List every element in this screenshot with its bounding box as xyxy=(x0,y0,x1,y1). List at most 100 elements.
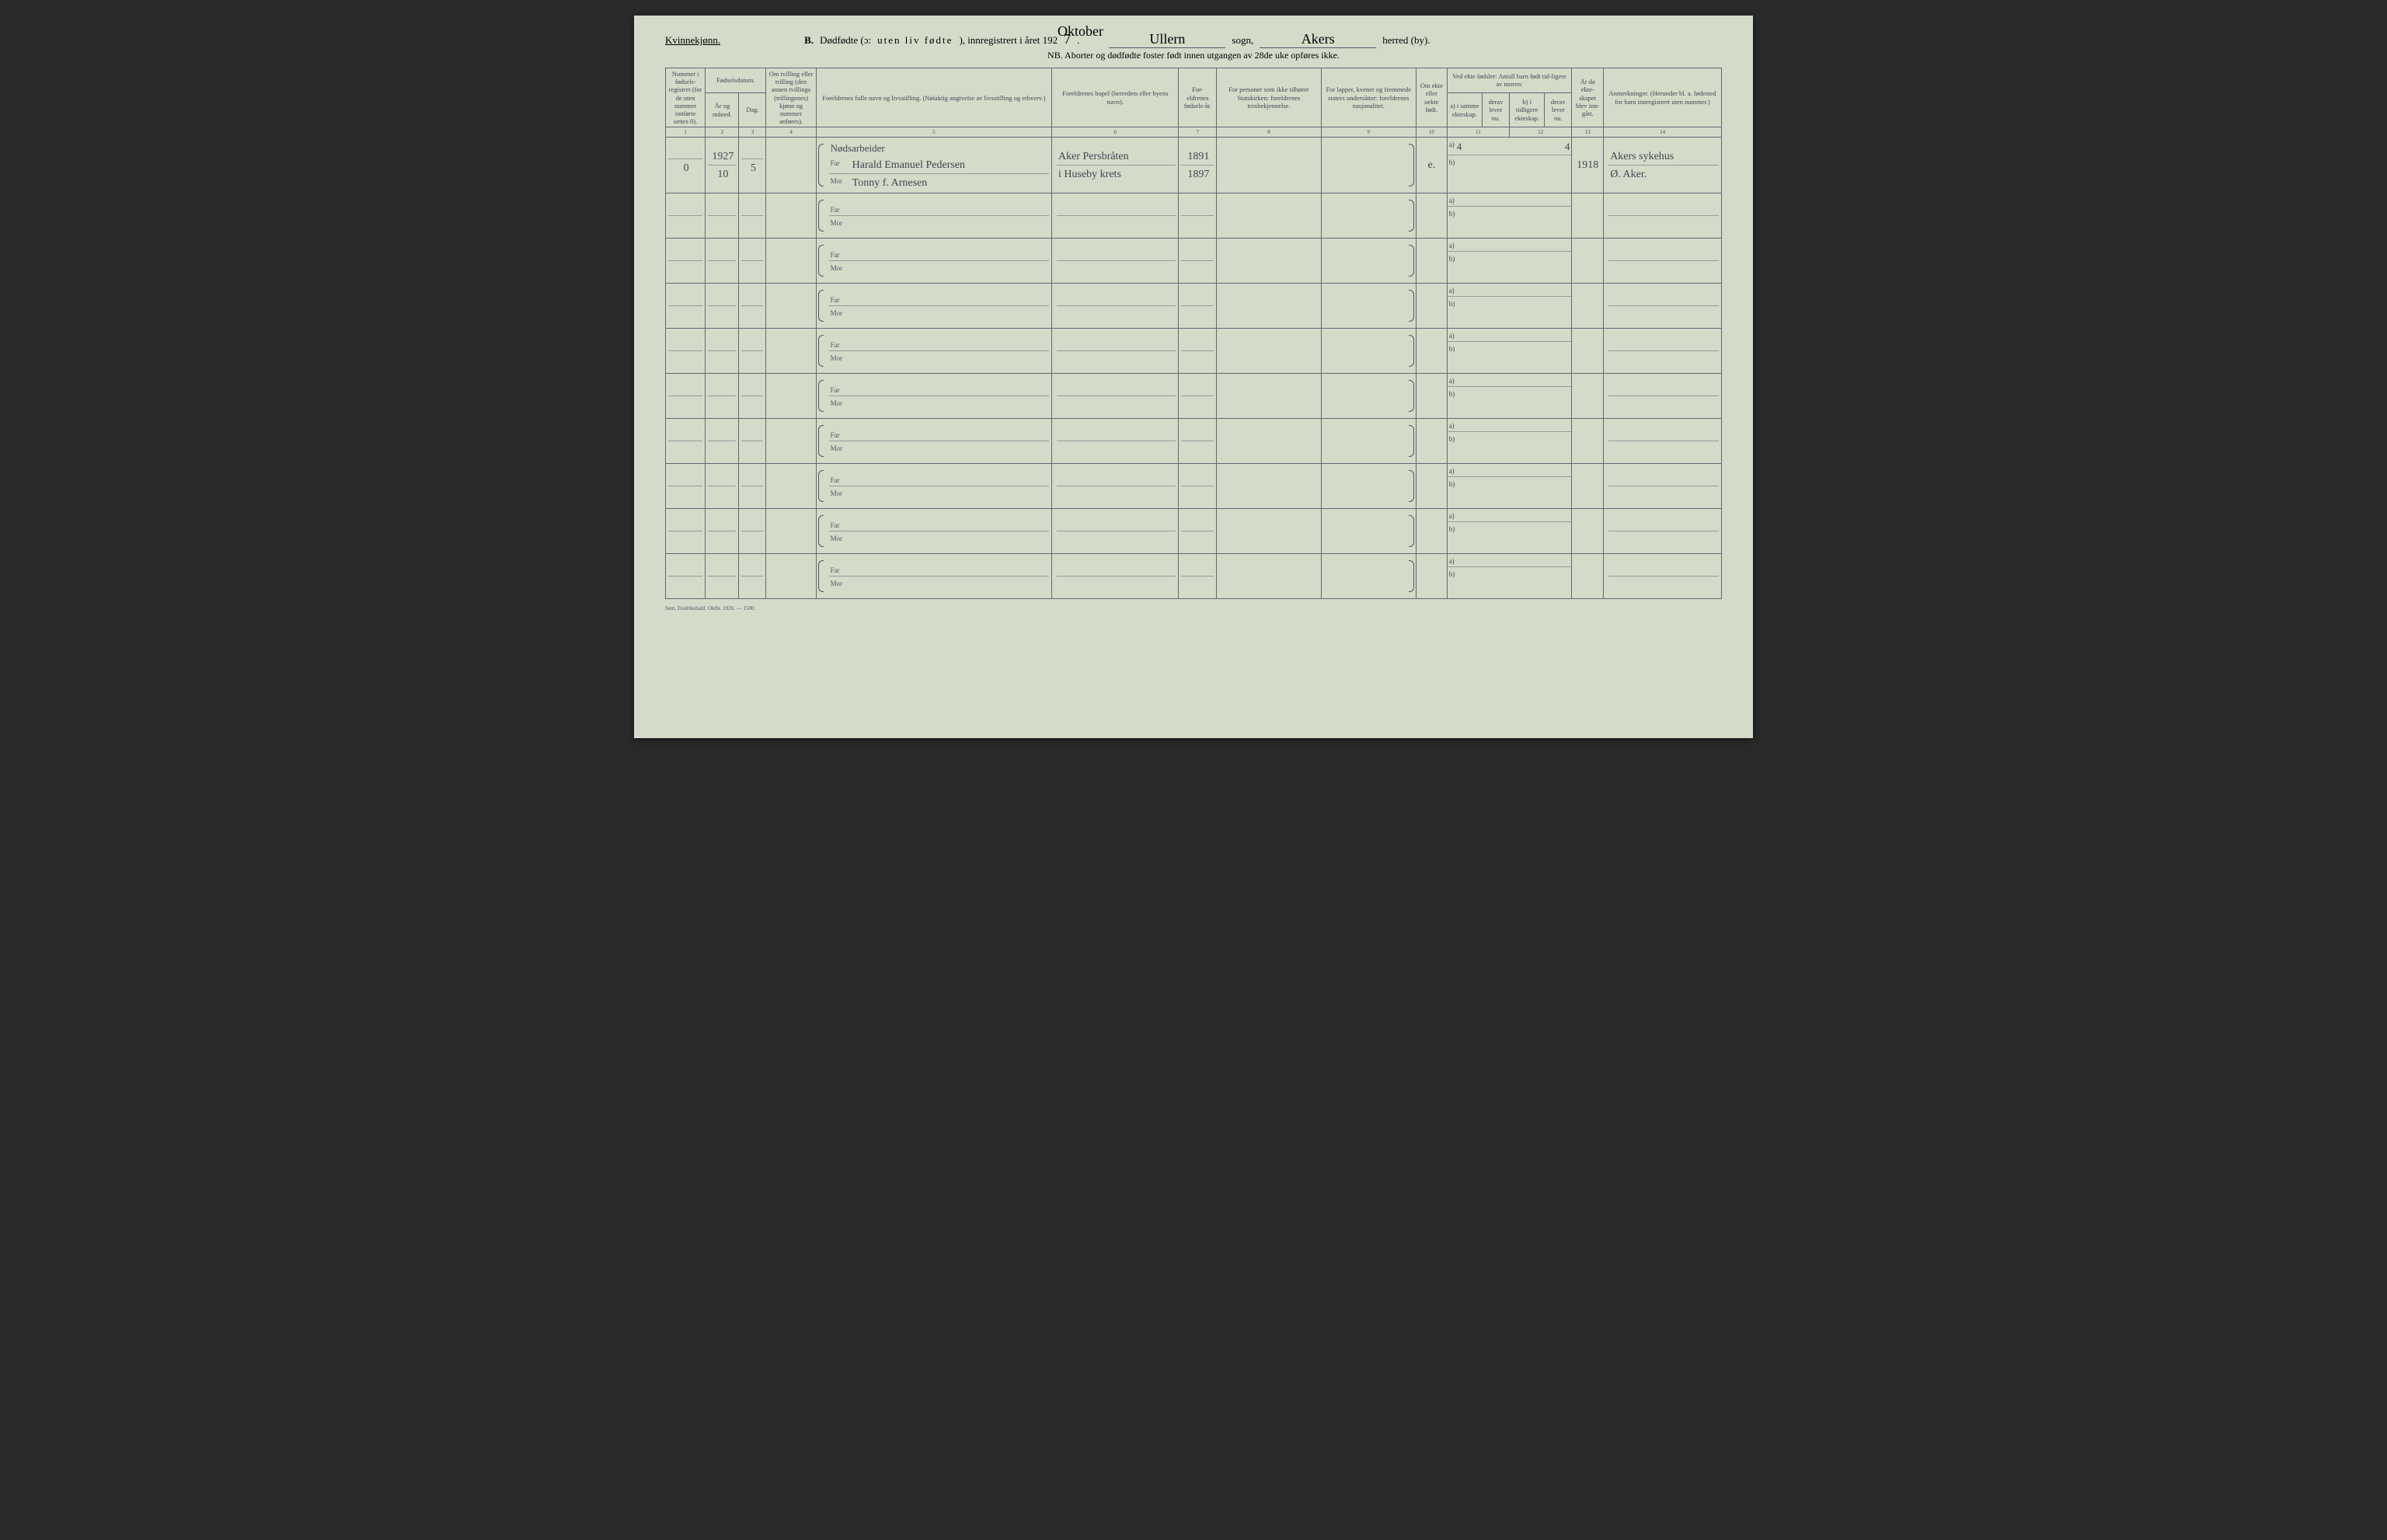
cell-nationality xyxy=(1321,509,1417,554)
cell-religion xyxy=(1217,329,1321,374)
cell-remarks xyxy=(1604,464,1722,509)
colnum: 10 xyxy=(1417,127,1448,138)
cell-twin xyxy=(766,329,816,374)
cell-year-month xyxy=(706,464,739,509)
cell-marriage-year xyxy=(1572,419,1604,464)
cell-num xyxy=(666,239,706,284)
table-row: Far Mor a) b) xyxy=(666,509,1722,554)
cell-parent-birth-years xyxy=(1179,509,1217,554)
cell-children-a: a) b) xyxy=(1447,284,1572,329)
cell-twin xyxy=(766,509,816,554)
cell-parent-birth-years xyxy=(1179,419,1217,464)
col-2a-header: År og måned. xyxy=(706,92,739,127)
col-14-header: Anmerkninger. (Herunder bl. a. fødested … xyxy=(1604,68,1722,127)
colnum: 8 xyxy=(1217,127,1321,138)
table-row: Far Mor a) b) xyxy=(666,554,1722,599)
col-2-group-header: Fødselsdatum. xyxy=(706,68,766,93)
cell-residence xyxy=(1052,239,1179,284)
cell-nationality xyxy=(1321,193,1417,239)
cell-parent-birth-years: 18911897 xyxy=(1179,138,1217,193)
cell-year-month xyxy=(706,554,739,599)
cell-year-month xyxy=(706,374,739,419)
cell-parents-names: Far Mor xyxy=(816,329,1051,374)
cell-day xyxy=(739,329,766,374)
cell-year-month xyxy=(706,419,739,464)
colnum: 4 xyxy=(766,127,816,138)
cell-year-month xyxy=(706,329,739,374)
colnum: 1 xyxy=(666,127,706,138)
cell-parents-names: Far Mor xyxy=(816,464,1051,509)
table-row: Far Mor a) b) xyxy=(666,419,1722,464)
cell-nationality xyxy=(1321,138,1417,193)
cell-ekte xyxy=(1417,554,1448,599)
cell-children-a: a)44 b) xyxy=(1447,138,1572,193)
table-row: Far Mor a) b) xyxy=(666,464,1722,509)
cell-nationality xyxy=(1321,464,1417,509)
col-8-header: For personer som ikke tilhører Statskirk… xyxy=(1217,68,1321,127)
cell-num xyxy=(666,419,706,464)
colnum: 3 xyxy=(739,127,766,138)
table-row: Far Mor a) b) xyxy=(666,329,1722,374)
cell-day xyxy=(739,239,766,284)
col-13-header: År da ekte-skapet blev inn-gått. xyxy=(1572,68,1604,127)
cell-parent-birth-years xyxy=(1179,239,1217,284)
colnum: 12 xyxy=(1510,127,1572,138)
cell-ekte xyxy=(1417,419,1448,464)
colnum: 13 xyxy=(1572,127,1604,138)
table-row: Far Mor a) b) xyxy=(666,239,1722,284)
cell-residence xyxy=(1052,374,1179,419)
col-11c-header: b) i tidligere ekteskap. xyxy=(1510,92,1545,127)
cell-year-month xyxy=(706,284,739,329)
cell-num xyxy=(666,329,706,374)
cell-marriage-year xyxy=(1572,239,1604,284)
col-6-header: Foreldrenes bopel (herredets eller byens… xyxy=(1052,68,1179,127)
cell-year-month xyxy=(706,193,739,239)
colnum: 11 xyxy=(1447,127,1509,138)
col-4-header: Om tvilling eller trilling (den annen tv… xyxy=(766,68,816,127)
cell-twin xyxy=(766,554,816,599)
register-table: Nummer i fødsels-registret (for de uten … xyxy=(665,68,1722,599)
cell-parents-names: Far Mor xyxy=(816,374,1051,419)
cell-remarks: Akers sykehus Ø. Aker. xyxy=(1604,138,1722,193)
cell-twin xyxy=(766,239,816,284)
column-number-row: 1 2 3 4 5 6 7 8 9 10 11 12 13 14 xyxy=(666,127,1722,138)
cell-parent-birth-years xyxy=(1179,193,1217,239)
cell-nationality xyxy=(1321,329,1417,374)
cell-residence: Aker Persbråten i Huseby krets xyxy=(1052,138,1179,193)
cell-num xyxy=(666,284,706,329)
col-1-header: Nummer i fødsels-registret (for de uten … xyxy=(666,68,706,127)
cell-parent-birth-years xyxy=(1179,329,1217,374)
col-7-header: For-eldrenes fødsels-år. xyxy=(1179,68,1217,127)
colnum: 14 xyxy=(1604,127,1722,138)
cell-ekte xyxy=(1417,193,1448,239)
cell-num xyxy=(666,374,706,419)
table-row: Far Mor a) b) xyxy=(666,284,1722,329)
col-11a-header: a) i samme ekteskap. xyxy=(1447,92,1482,127)
cell-twin xyxy=(766,193,816,239)
table-header: Nummer i fødsels-registret (for de uten … xyxy=(666,68,1722,138)
cell-remarks xyxy=(1604,239,1722,284)
cell-num: 0 xyxy=(666,138,706,193)
table-row: 0 192710 5 Nødsarbeider FarHarald Emanue… xyxy=(666,138,1722,193)
table-body: 0 192710 5 Nødsarbeider FarHarald Emanue… xyxy=(666,138,1722,599)
cell-day: 5 xyxy=(739,138,766,193)
cell-nationality xyxy=(1321,239,1417,284)
cell-day xyxy=(739,509,766,554)
col-2b-header: Dag. xyxy=(739,92,766,127)
cell-marriage-year xyxy=(1572,374,1604,419)
cell-parents-names: Far Mor xyxy=(816,284,1051,329)
header-nb: NB. Aborter og dødfødte foster født inne… xyxy=(665,50,1722,61)
cell-nationality xyxy=(1321,554,1417,599)
cell-children-a: a) b) xyxy=(1447,464,1572,509)
cell-marriage-year xyxy=(1572,509,1604,554)
printer-footer: Sem, Fredrikshald. Oktbr. 1926. — 1500. xyxy=(665,605,1722,611)
col-9-header: For lapper, kvener og fremmede staters u… xyxy=(1321,68,1417,127)
cell-religion xyxy=(1217,464,1321,509)
cell-ekte xyxy=(1417,284,1448,329)
cell-parent-birth-years xyxy=(1179,554,1217,599)
cell-parents-names: Far Mor xyxy=(816,554,1051,599)
colnum: 7 xyxy=(1179,127,1217,138)
register-page: Oktober Kvinnekjønn. B. Dødfødte (ɔ: ute… xyxy=(634,16,1753,738)
cell-ekte xyxy=(1417,329,1448,374)
cell-remarks xyxy=(1604,419,1722,464)
